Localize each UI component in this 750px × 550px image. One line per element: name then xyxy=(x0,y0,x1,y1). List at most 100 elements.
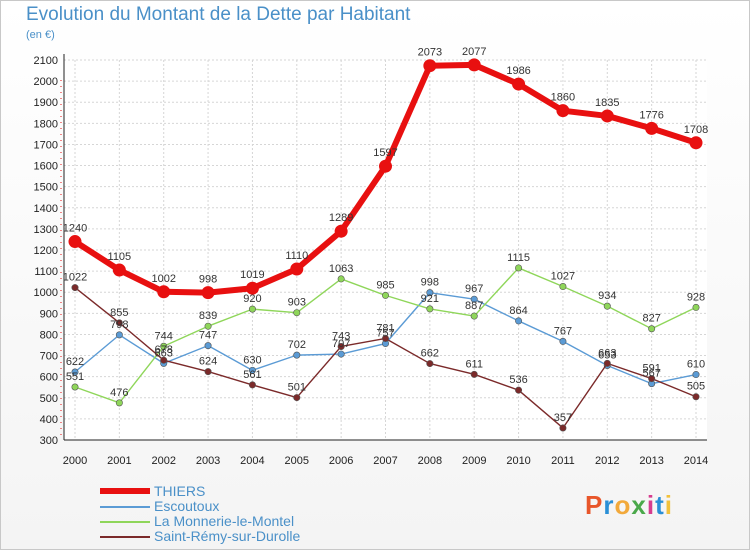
legend-label: THIERS xyxy=(154,483,206,499)
logo-letter: i xyxy=(646,490,656,520)
data-label: 663 xyxy=(155,347,173,359)
data-point xyxy=(201,286,215,300)
data-label: 744 xyxy=(155,330,173,342)
data-label: 611 xyxy=(465,358,483,370)
data-point xyxy=(157,285,171,299)
data-point xyxy=(337,350,345,358)
data-label: 839 xyxy=(199,310,217,322)
x-tick-label: 2011 xyxy=(551,455,575,467)
data-point xyxy=(645,121,659,135)
data-label: 934 xyxy=(598,290,616,302)
data-point xyxy=(556,104,570,118)
x-tick-label: 2009 xyxy=(462,455,486,467)
data-label: 1110 xyxy=(285,250,308,262)
data-point xyxy=(71,383,79,391)
data-label: 921 xyxy=(421,293,439,305)
data-label: 998 xyxy=(421,277,439,289)
data-point xyxy=(559,424,567,432)
x-tick-label: 2006 xyxy=(329,455,353,467)
legend-label: Escoutoux xyxy=(154,498,220,514)
data-label: 1240 xyxy=(63,223,87,235)
proxiti-logo: Proxiti xyxy=(585,490,673,521)
data-label: 903 xyxy=(288,297,306,309)
y-tick-label: 1900 xyxy=(34,97,58,109)
y-tick-label: 900 xyxy=(40,308,58,320)
data-point xyxy=(293,394,301,402)
data-point xyxy=(160,342,168,350)
legend-item: Saint-Rémy-sur-Durolle xyxy=(100,529,400,544)
data-label: 622 xyxy=(66,356,84,368)
logo-letter: r xyxy=(603,490,615,520)
legend-label: La Monnerie-le-Montel xyxy=(154,513,295,529)
data-label: 678 xyxy=(155,344,173,356)
chart-svg: 300 400 500 600 700 800 900 1000 1100 1200 1300 140… xyxy=(34,46,709,467)
data-point xyxy=(515,317,523,325)
y-tick-label: 1800 xyxy=(34,118,58,130)
y-tick-label: 1700 xyxy=(34,139,58,151)
data-label: 920 xyxy=(243,293,261,305)
data-point xyxy=(71,284,79,292)
data-point xyxy=(248,305,256,313)
legend-item: Escoutoux xyxy=(100,499,400,514)
data-point xyxy=(689,136,703,150)
data-label: 1597 xyxy=(373,147,397,159)
chart-unit: (en €) xyxy=(26,29,55,41)
data-label: 985 xyxy=(376,279,394,291)
legend-item: La Monnerie-le-Montel xyxy=(100,514,400,529)
data-label: 2077 xyxy=(462,46,486,58)
logo-letter: t xyxy=(655,490,665,520)
legend-swatch xyxy=(100,488,150,494)
data-label: 653 xyxy=(598,349,616,361)
y-tick-label: 800 xyxy=(40,329,58,341)
y-tick-label: 300 xyxy=(40,435,58,447)
chart-title: Evolution du Montant de la Dette par Hab… xyxy=(26,4,411,25)
data-label: 2073 xyxy=(418,47,442,59)
data-label: 781 xyxy=(376,322,394,334)
data-label: 707 xyxy=(332,338,350,350)
y-tick-label: 1000 xyxy=(34,287,58,299)
data-point xyxy=(603,302,611,310)
y-tick-label: 1400 xyxy=(34,203,58,215)
data-label: 1063 xyxy=(329,263,353,275)
data-label: 610 xyxy=(687,359,705,371)
data-point xyxy=(293,351,301,359)
data-label: 798 xyxy=(110,319,128,331)
data-label: 357 xyxy=(554,412,572,424)
legend-swatch xyxy=(100,521,150,523)
data-point xyxy=(115,331,123,339)
y-tick-label: 600 xyxy=(40,372,58,384)
legend: THIERS Escoutoux La Monnerie-le-Montel Sain… xyxy=(100,484,400,544)
data-label: 827 xyxy=(642,313,660,325)
y-tick-label: 2000 xyxy=(34,76,58,88)
data-point xyxy=(515,264,523,272)
data-point xyxy=(515,386,523,394)
data-label: 561 xyxy=(243,369,261,381)
x-tick-label: 2007 xyxy=(373,455,397,467)
data-label: 624 xyxy=(199,356,217,368)
logo-letter: o xyxy=(614,490,632,520)
logo-letter: x xyxy=(631,490,647,520)
logo-letter: P xyxy=(585,490,604,520)
data-point xyxy=(692,303,700,311)
data-label: 1115 xyxy=(507,252,530,264)
data-label: 1776 xyxy=(639,109,663,121)
legend-swatch xyxy=(100,536,150,538)
data-point xyxy=(204,368,212,376)
data-point xyxy=(426,360,434,368)
data-label: 757 xyxy=(376,328,394,340)
data-label: 747 xyxy=(199,330,217,342)
data-label: 551 xyxy=(66,371,84,383)
data-point xyxy=(115,399,123,407)
data-label: 630 xyxy=(243,354,261,366)
legend-item: THIERS xyxy=(100,484,400,499)
data-label: 1708 xyxy=(684,124,708,136)
data-point xyxy=(68,235,82,249)
data-point xyxy=(248,366,256,374)
legend-label: Saint-Rémy-sur-Durolle xyxy=(154,528,301,544)
data-point xyxy=(337,342,345,350)
data-point xyxy=(290,262,304,276)
y-tick-label: 2100 xyxy=(34,55,58,67)
data-label: 1835 xyxy=(595,97,619,109)
y-tick-label: 1300 xyxy=(34,224,58,236)
data-label: 767 xyxy=(554,325,572,337)
